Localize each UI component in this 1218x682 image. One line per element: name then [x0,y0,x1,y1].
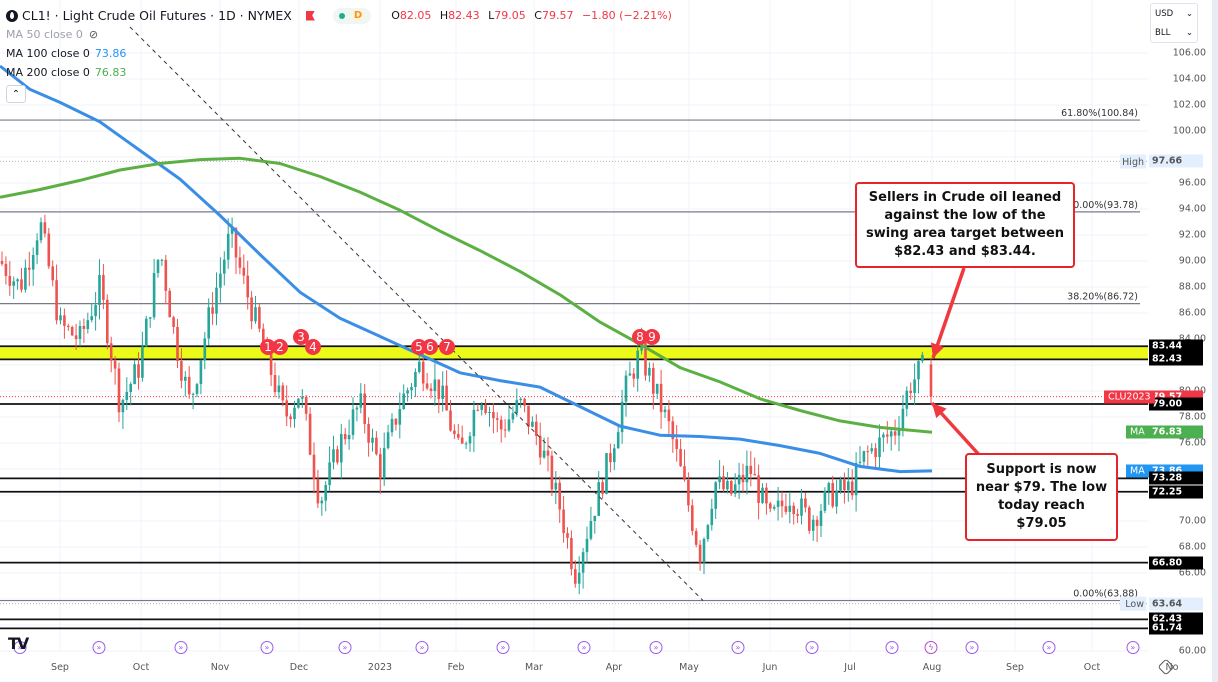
earnings-event-icon[interactable]: ϟ [924,641,938,654]
price-tag: 82.43 [1149,352,1203,366]
bar-marker-4[interactable]: 4 [305,339,321,355]
svg-text:Low: Low [1125,599,1144,610]
price-tag: 63.64 [1149,597,1203,611]
price-tick: 94.00 [1178,203,1206,215]
price-tick: 60.00 [1178,645,1206,657]
rollover-event-icon[interactable]: » [1126,641,1140,654]
rollover-event-icon[interactable]: » [496,641,510,654]
month-label: Oct [132,662,150,673]
rollover-event-icon[interactable]: » [260,641,274,654]
price-tag: 73.28 [1149,471,1203,485]
rollover-event-icon[interactable]: » [577,641,591,654]
unit-select[interactable]: BLL ⌄ [1155,27,1193,38]
unit-selector[interactable]: USD ⌄ BLL ⌄ [1150,3,1198,43]
rollover-event-icon[interactable]: » [338,641,352,654]
rollover-event-icon[interactable]: » [174,641,188,654]
price-tick: 96.00 [1178,177,1206,189]
price-tag: 76.83 [1149,425,1203,439]
rollover-event-icon[interactable]: » [885,641,899,654]
price-tag: 66.80 [1149,556,1203,570]
svg-text:High: High [1122,157,1144,168]
price-tick: 88.00 [1178,281,1206,293]
tradingview-logo[interactable]: TV [8,634,29,653]
bar-marker-6[interactable]: 6 [422,339,438,355]
month-label: Apr [605,662,623,673]
rollover-event-icon[interactable]: » [92,641,106,654]
month-label: Aug [922,662,942,673]
oil-drop-icon [6,9,18,22]
month-label: No [1165,662,1179,673]
flag-icon[interactable] [305,10,315,21]
price-tick: 104.00 [1172,73,1206,85]
price-tick: 106.00 [1172,47,1206,59]
price-tick: 66.00 [1178,567,1206,579]
svg-text:38.20%(86.72): 38.20%(86.72) [1067,292,1138,303]
month-label: Jul [844,662,856,673]
collapse-legend-button[interactable]: ⌃ [6,85,26,103]
price-tick: 102.00 [1172,99,1206,111]
price-tick: 68.00 [1178,541,1206,553]
price-tick: 92.00 [1178,229,1206,241]
month-label: Sep [1006,662,1024,673]
indicator-ma200[interactable]: MA 200 close 0 76.83 [6,66,127,79]
month-label: May [679,662,699,673]
price-tick: 84.00 [1179,334,1206,345]
chevron-down-icon: ⌄ [1185,8,1193,19]
series-label-tag: MA [1126,425,1149,439]
month-label: 2023 [367,662,393,673]
delayed-badge: D [350,10,366,21]
rollover-event-icon[interactable]: » [731,641,745,654]
price-tick: 100.00 [1172,125,1206,137]
market-open-dot-icon [338,12,345,19]
rollover-event-icon[interactable]: » [649,641,663,654]
panel-edge [1212,0,1218,682]
price-tag: 79.00 [1149,397,1203,411]
price-tag: 83.44 [1149,339,1203,353]
rollover-event-icon[interactable]: » [1042,641,1056,654]
eye-off-icon[interactable]: ⊘ [88,28,99,41]
bar-marker-2[interactable]: 2 [272,339,288,355]
svg-text:50.00%(93.78): 50.00%(93.78) [1067,200,1138,211]
rollover-event-icon[interactable]: » [415,641,429,654]
svg-text:61.80%(100.84): 61.80%(100.84) [1061,108,1138,119]
series-label-tag: CLU2023 [1104,390,1155,404]
dividend-event-icon[interactable]: » [13,641,27,654]
month-label: Nov [210,662,230,673]
month-label: Dec [289,662,309,673]
month-label: Feb [447,662,465,673]
symbol-title-row[interactable]: CL1! · Light Crude Oil Futures · 1D · NY… [6,6,677,25]
callout-support: Support is now near $79. The low today r… [965,453,1118,541]
price-tag: 61.74 [1149,621,1203,635]
market-status[interactable]: D [332,7,372,24]
price-axis[interactable]: 106.00 104.00 102.00 100.00 96.00 94.00 92.00 9… [1148,0,1212,682]
currency-select[interactable]: USD ⌄ [1155,8,1193,19]
rollover-event-icon[interactable]: » [805,641,819,654]
month-label: Sep [51,662,69,673]
month-label: Oct [1083,662,1101,673]
indicator-ma100[interactable]: MA 100 close 0 73.86 [6,47,127,60]
chart-legend: CL1! · Light Crude Oil Futures · 1D · NY… [6,6,677,103]
price-tick: 86.00 [1178,307,1206,319]
symbol-title[interactable]: CL1! · Light Crude Oil Futures · 1D · NY… [22,8,292,23]
month-label: Mar [525,662,543,673]
series-label-tag: MA [1126,464,1149,478]
price-tag: 72.25 [1149,485,1203,499]
svg-text:0.00%(63.88): 0.00%(63.88) [1073,589,1138,600]
time-axis[interactable] [0,652,1148,682]
price-tick: 90.00 [1178,255,1206,267]
month-label: Jun [762,662,778,673]
chevron-up-icon: ⌃ [11,88,21,100]
price-tick: 70.00 [1178,515,1206,527]
chevron-down-icon: ⌄ [1185,27,1193,38]
indicator-ma50[interactable]: MA 50 close 0 ⊘ [6,28,99,41]
price-tick: 76.00 [1178,437,1206,449]
rollover-event-icon[interactable]: » [965,641,979,654]
ohlc-values: O82.05 H82.43 L79.05 C79.57 −1.80 (−2.21… [391,9,672,22]
price-tick: 78.00 [1178,411,1206,423]
bar-marker-3[interactable]: 3 [293,329,309,345]
price-tag: 97.66 [1149,154,1203,168]
bar-marker-9[interactable]: 9 [644,329,660,345]
bar-marker-7[interactable]: 7 [439,339,455,355]
callout-sellers: Sellers in Crude oil leaned against the … [855,182,1075,268]
